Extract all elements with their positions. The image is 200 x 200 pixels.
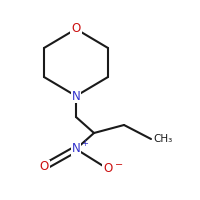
- Text: −: −: [115, 160, 123, 170]
- Text: CH₃: CH₃: [153, 134, 172, 144]
- Text: +: +: [82, 140, 88, 148]
- Text: O: O: [39, 160, 49, 173]
- Text: O: O: [103, 162, 113, 176]
- Text: N: N: [72, 142, 80, 156]
- Text: O: O: [71, 22, 81, 36]
- Text: N: N: [72, 90, 80, 102]
